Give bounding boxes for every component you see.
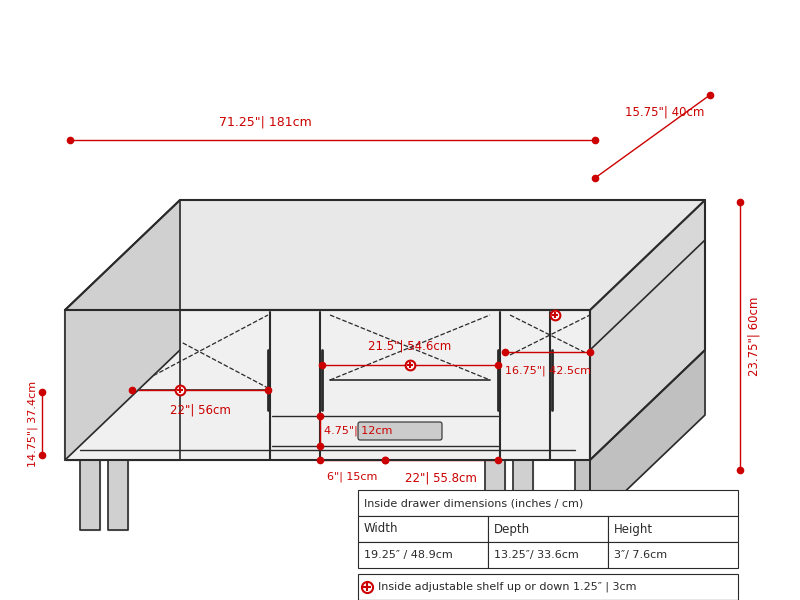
- Polygon shape: [575, 460, 590, 525]
- Polygon shape: [65, 310, 590, 460]
- Polygon shape: [485, 460, 505, 525]
- Bar: [608, 542, 738, 568]
- Text: 3″/ 7.6cm: 3″/ 7.6cm: [614, 550, 667, 560]
- Bar: [358, 574, 738, 600]
- Text: Inside adjustable shelf up or down 1.25″ | 3cm: Inside adjustable shelf up or down 1.25″…: [378, 582, 637, 592]
- Text: 16.75"| 42.5cm: 16.75"| 42.5cm: [505, 365, 591, 376]
- Bar: [608, 516, 738, 542]
- Polygon shape: [590, 350, 705, 525]
- Polygon shape: [65, 200, 180, 460]
- Text: 15.75"| 40cm: 15.75"| 40cm: [626, 105, 705, 118]
- Text: Height: Height: [614, 523, 653, 535]
- Text: 6"| 15cm: 6"| 15cm: [327, 472, 377, 482]
- Text: 19.25″ / 48.9cm: 19.25″ / 48.9cm: [364, 550, 453, 560]
- Text: Inside drawer dimensions (inches / cm): Inside drawer dimensions (inches / cm): [364, 498, 583, 508]
- Bar: [488, 542, 608, 568]
- Text: 22"| 56cm: 22"| 56cm: [170, 404, 230, 417]
- Polygon shape: [80, 460, 100, 530]
- Bar: [358, 490, 738, 516]
- Polygon shape: [513, 460, 533, 525]
- FancyBboxPatch shape: [358, 422, 442, 440]
- Polygon shape: [65, 200, 705, 310]
- Polygon shape: [65, 310, 180, 460]
- Polygon shape: [590, 200, 705, 460]
- Text: 21.5"| 54.6cm: 21.5"| 54.6cm: [368, 339, 452, 352]
- Text: 4.75"| 12cm: 4.75"| 12cm: [324, 426, 392, 436]
- Text: 14.75"| 37.4cm: 14.75"| 37.4cm: [27, 381, 38, 467]
- Text: Width: Width: [364, 523, 398, 535]
- Bar: [488, 516, 608, 542]
- Text: Depth: Depth: [494, 523, 530, 535]
- Bar: [358, 542, 488, 568]
- Polygon shape: [108, 460, 128, 530]
- Bar: [358, 516, 488, 542]
- Text: 23.75"| 60cm: 23.75"| 60cm: [748, 296, 761, 376]
- Text: 22"| 55.8cm: 22"| 55.8cm: [405, 472, 477, 485]
- Text: 71.25"| 181cm: 71.25"| 181cm: [218, 115, 311, 128]
- Text: 13.25″/ 33.6cm: 13.25″/ 33.6cm: [494, 550, 578, 560]
